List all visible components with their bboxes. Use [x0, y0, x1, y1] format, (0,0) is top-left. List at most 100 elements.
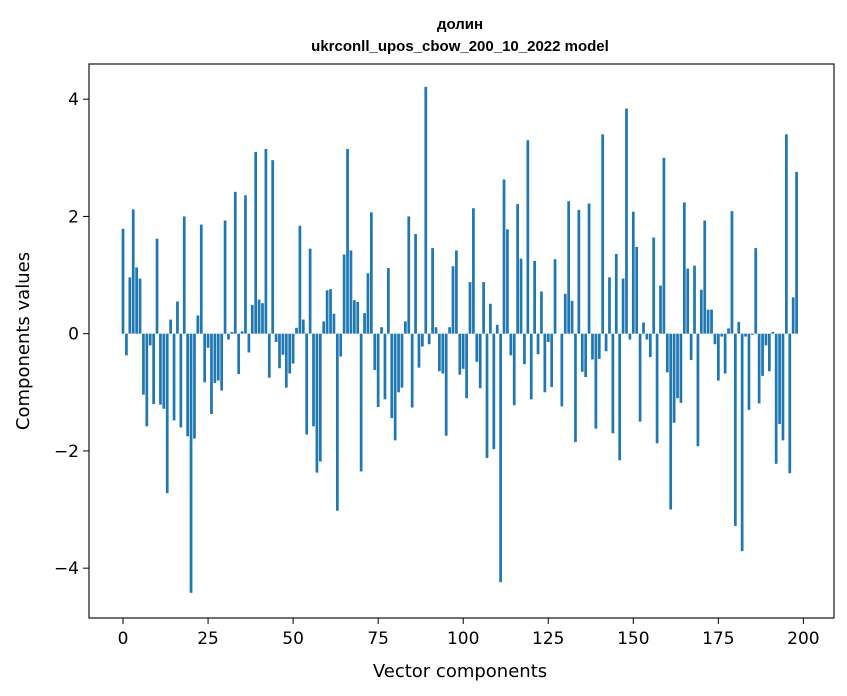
bar-154 [645, 333, 649, 340]
bar-177 [723, 333, 727, 374]
bar-197 [791, 297, 795, 334]
bar-0 [121, 228, 125, 334]
bar-113 [506, 229, 509, 334]
bar-139 [594, 333, 598, 429]
bar-2 [128, 277, 132, 334]
bar-14 [169, 319, 173, 334]
bar-175 [716, 333, 720, 381]
bar-138 [591, 333, 594, 360]
bar-166 [686, 268, 690, 334]
bar-70 [359, 333, 363, 472]
bar-52 [298, 225, 302, 334]
x-tick-label: 75 [367, 629, 389, 649]
bar-153 [642, 322, 645, 334]
bar-1 [125, 333, 128, 356]
bar-30 [223, 220, 227, 334]
x-tick-label: 150 [617, 629, 649, 649]
bar-100 [461, 333, 465, 369]
bar-181 [737, 321, 741, 334]
y-tick-label: 2 [68, 207, 79, 227]
bar-35 [240, 331, 244, 334]
bar-106 [482, 282, 485, 334]
bar-170 [699, 289, 703, 334]
bar-146 [618, 333, 622, 461]
bar-140 [597, 333, 601, 359]
bar-187 [757, 333, 761, 404]
x-tick-label: 0 [118, 629, 129, 649]
bar-147 [621, 278, 625, 334]
bar-15 [172, 333, 176, 421]
bar-83 [404, 321, 407, 334]
bar-169 [696, 333, 700, 447]
bar-101 [465, 333, 468, 399]
bar-5 [138, 278, 142, 334]
bar-117 [519, 258, 523, 334]
bar-127 [553, 259, 557, 334]
bar-68 [352, 300, 356, 334]
bar-88 [421, 333, 424, 347]
bar-178 [727, 328, 730, 334]
bar-74 [373, 333, 377, 371]
bar-4 [135, 267, 138, 334]
bar-185 [750, 333, 754, 335]
bar-series [121, 86, 798, 593]
bar-188 [761, 333, 764, 376]
bar-7 [145, 333, 149, 427]
bar-81 [397, 333, 400, 393]
bar-16 [176, 301, 179, 334]
x-axis-label: Vector components [373, 661, 547, 682]
bar-34 [237, 333, 241, 375]
bar-168 [693, 265, 696, 334]
bar-97 [451, 266, 455, 334]
bar-94 [441, 333, 445, 374]
bar-29 [220, 333, 224, 391]
bar-79 [390, 333, 394, 419]
bar-131 [567, 201, 571, 334]
y-tick-label: −2 [54, 442, 79, 462]
bar-22 [196, 315, 200, 334]
bar-193 [778, 333, 781, 424]
bar-72 [366, 273, 370, 334]
bar-13 [165, 333, 169, 494]
bar-28 [216, 333, 220, 381]
bar-3 [131, 209, 135, 334]
bar-137 [587, 203, 591, 334]
bar-165 [682, 202, 686, 334]
bar-64 [339, 333, 343, 357]
bar-57 [315, 333, 319, 473]
bar-93 [438, 333, 441, 372]
x-tick-label: 50 [282, 629, 304, 649]
bar-42 [264, 149, 268, 334]
bar-176 [720, 333, 724, 337]
bar-60 [325, 290, 329, 334]
bar-91 [431, 248, 434, 334]
bar-167 [689, 333, 693, 361]
bar-184 [747, 333, 751, 410]
bar-77 [383, 333, 387, 400]
bar-12 [162, 333, 166, 409]
bar-98 [455, 250, 458, 334]
y-tick-label: 0 [68, 325, 79, 345]
bar-159 [662, 157, 666, 334]
bar-161 [669, 333, 673, 510]
bar-61 [329, 289, 332, 334]
bar-191 [771, 331, 775, 334]
bar-186 [754, 248, 758, 334]
bar-151 [635, 246, 639, 334]
bar-39 [254, 151, 258, 334]
bar-23 [199, 224, 203, 334]
bar-119 [526, 140, 530, 334]
bar-195 [785, 134, 788, 334]
bar-155 [648, 333, 652, 358]
bar-47 [281, 333, 285, 355]
bar-48 [284, 333, 288, 388]
bar-45 [274, 333, 278, 342]
bar-123 [540, 291, 543, 334]
bar-121 [533, 260, 536, 334]
x-axis-ticks: 0 25 50 75 100 125 150 175 200 [118, 618, 820, 649]
bar-75 [376, 333, 380, 407]
bar-8 [148, 333, 152, 346]
bar-82 [400, 333, 404, 388]
bar-19 [186, 333, 190, 437]
bar-38 [250, 304, 254, 334]
